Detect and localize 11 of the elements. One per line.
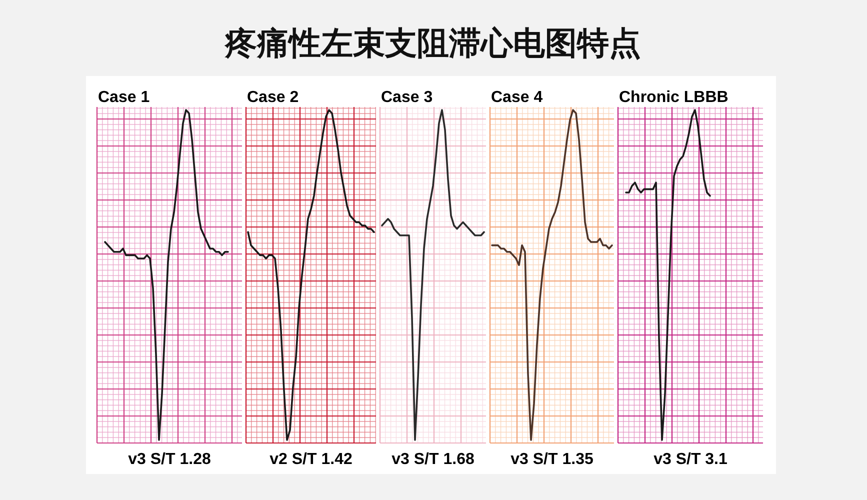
text: v3 S/T 1.35 — [510, 451, 594, 468]
chart-title: Chronic LBBB — [619, 89, 728, 106]
text: 疼痛性左束支阻滞心电图特点 — [224, 25, 641, 61]
text: v3 S/T 1.28 — [128, 451, 211, 468]
text: v2 S/T 1.42 — [270, 451, 352, 468]
chart-title: Case 4 — [491, 89, 543, 106]
text: v3 S/T 1.68 — [392, 451, 474, 468]
text: v3 S/T 3.1 — [654, 451, 728, 468]
chart-title: Case 2 — [247, 89, 299, 106]
chart-title: Case 1 — [98, 89, 150, 106]
chart-title: Case 3 — [381, 89, 433, 106]
